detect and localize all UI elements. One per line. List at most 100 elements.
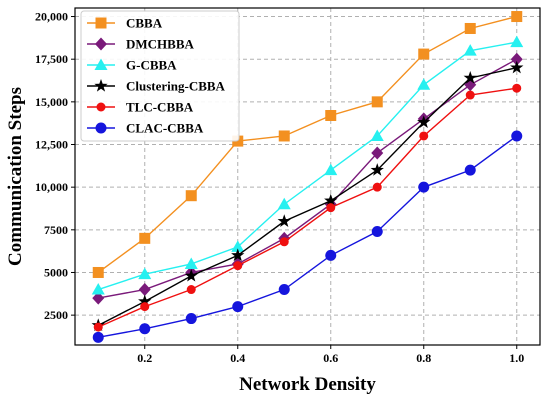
x-tick-label: 1.0 — [509, 351, 524, 365]
data-point — [184, 257, 198, 269]
series-line — [97, 67, 517, 327]
legend-marker — [96, 102, 106, 112]
series-line — [97, 15, 517, 274]
x-tick-label: 0.4 — [230, 351, 245, 365]
data-point — [92, 291, 105, 305]
legend: CBBA DMCHBBA G-CBBA Clustering-CBBA TLC-CBBA… — [80, 10, 240, 142]
y-axis-title: Communication Steps — [5, 87, 26, 266]
data-point — [231, 240, 245, 252]
y-tick-label: 15,000 — [35, 95, 68, 109]
data-point — [511, 130, 523, 142]
data-point — [91, 283, 105, 295]
data-point — [372, 182, 382, 192]
data-point — [185, 190, 197, 202]
series-layer — [91, 11, 524, 343]
y-tick-label: 20,000 — [35, 10, 68, 24]
legend-label: Clustering-CBBA — [126, 79, 226, 94]
y-tick-label: 10,000 — [35, 180, 68, 194]
data-point — [417, 78, 431, 90]
data-point — [512, 83, 522, 93]
data-point — [139, 323, 151, 335]
x-tick-label: 0.8 — [416, 351, 431, 365]
x-tick-label: 0.2 — [137, 351, 152, 365]
data-point — [138, 267, 152, 280]
series-line — [97, 87, 517, 328]
legend-item: G-CBBA — [87, 58, 177, 73]
data-point — [324, 163, 338, 176]
data-point — [510, 35, 524, 48]
data-point — [185, 313, 197, 325]
data-point — [279, 237, 289, 247]
series-cbba — [92, 11, 523, 278]
legend-marker — [94, 79, 108, 92]
data-point — [510, 52, 523, 66]
legend-label: DMCHBBA — [126, 37, 195, 52]
data-point — [464, 164, 476, 176]
plot-frame — [74, 7, 541, 346]
data-point — [92, 331, 104, 343]
y-tick-label: 12,500 — [35, 138, 68, 152]
data-point — [371, 146, 384, 160]
data-point — [138, 283, 151, 297]
data-point — [325, 109, 337, 121]
data-point — [465, 90, 475, 100]
legend-item: TLC-CBBA — [87, 100, 194, 115]
legend-label: G-CBBA — [126, 58, 177, 73]
data-point — [324, 193, 338, 207]
data-point — [370, 129, 384, 141]
series-line — [98, 41, 517, 291]
data-point — [277, 197, 291, 210]
data-point — [277, 214, 291, 227]
y-tick-label: 17,500 — [35, 52, 68, 66]
data-point — [417, 115, 431, 128]
tick-labels: 0.2 0.4 0.6 0.8 1.0 2500 5000 7500 10,000 12,500 1… — [35, 10, 524, 365]
y-tick-label: 5000 — [44, 265, 68, 279]
legend-marker — [95, 122, 107, 134]
legend-label: CBBA — [126, 16, 163, 31]
data-point — [463, 44, 477, 56]
data-point — [418, 48, 430, 60]
legend-label: TLC-CBBA — [126, 100, 194, 115]
series-tlc-cbba — [93, 83, 522, 332]
data-point — [233, 261, 243, 271]
legend-marker — [95, 37, 107, 51]
data-point — [419, 131, 429, 141]
data-point — [418, 181, 430, 193]
data-point — [278, 130, 290, 142]
data-point — [232, 301, 244, 313]
data-point — [463, 70, 477, 84]
data-point — [510, 60, 524, 74]
legend-marker — [95, 17, 107, 29]
x-tick-label: 0.6 — [323, 351, 338, 365]
data-point — [92, 266, 104, 278]
legend-item: CBBA — [87, 16, 163, 31]
y-tick-label: 2500 — [44, 308, 68, 322]
data-point — [370, 163, 384, 176]
series-line — [98, 135, 518, 339]
series-line — [98, 58, 518, 299]
legend-item: CLAC-CBBA — [87, 121, 204, 136]
data-point — [326, 203, 336, 213]
data-point — [464, 22, 476, 34]
data-point — [511, 11, 523, 23]
legend-box — [80, 10, 240, 142]
data-point — [231, 248, 245, 262]
data-point — [93, 322, 103, 332]
data-point — [139, 232, 151, 244]
data-point — [138, 294, 152, 308]
legend-label: CLAC-CBBA — [126, 121, 204, 136]
y-tick-label: 7500 — [44, 223, 68, 237]
data-point — [371, 226, 383, 238]
data-point — [371, 96, 383, 108]
data-point — [140, 302, 150, 312]
legend-item: Clustering-CBBA — [87, 79, 226, 94]
series-g-cbba — [91, 35, 524, 295]
legend-item: DMCHBBA — [87, 37, 195, 52]
data-point — [186, 285, 196, 295]
data-point — [325, 249, 337, 261]
series-clac-cbba — [92, 130, 523, 343]
data-point — [278, 284, 290, 296]
legend-marker — [94, 58, 108, 70]
